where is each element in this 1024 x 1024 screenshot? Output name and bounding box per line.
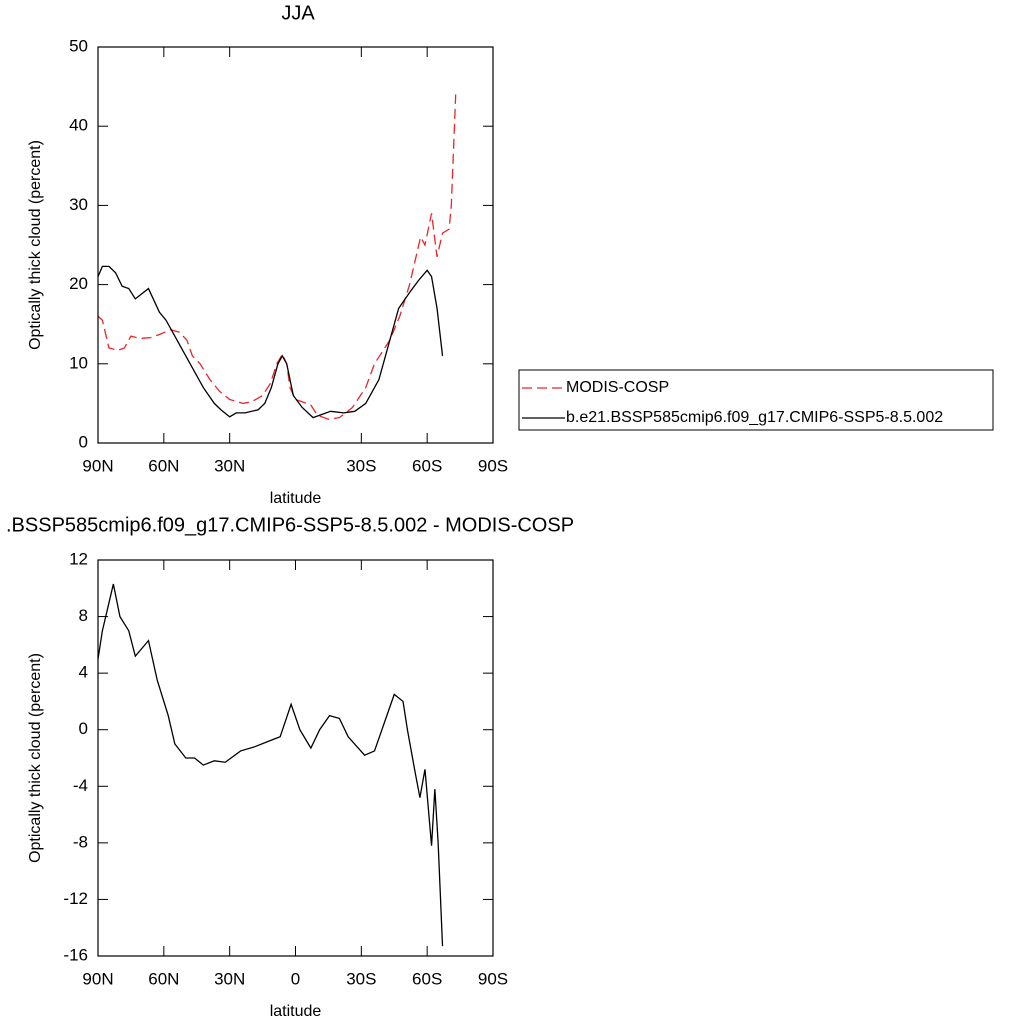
x-tick-label: 90N <box>82 456 113 475</box>
legend-label: b.e21.BSSP585cmip6.f09_g17.CMIP6-SSP5-8.… <box>566 409 943 426</box>
y-tick-label: 30 <box>69 195 88 214</box>
y-tick-label: -16 <box>63 945 88 964</box>
x-tick-label: 60S <box>412 969 442 988</box>
legend-label: MODIS-COSP <box>566 379 669 396</box>
y-tick-label: 12 <box>69 549 88 568</box>
chart-title: JJA <box>281 2 315 24</box>
x-tick-label: 90N <box>82 969 113 988</box>
y-tick-label: -8 <box>73 832 88 851</box>
x-tick-label: 30S <box>346 456 376 475</box>
y-tick-label: 20 <box>69 274 88 293</box>
x-tick-label: 30N <box>214 456 245 475</box>
x-tick-label: 0 <box>291 969 300 988</box>
data-line <box>97 583 444 947</box>
x-axis-label: latitude <box>270 490 322 507</box>
data-line <box>97 265 444 419</box>
x-axis-label: latitude <box>270 1003 322 1020</box>
y-axis-label: Optically thick cloud (percent) <box>27 140 44 350</box>
y-tick-label: 50 <box>69 36 88 55</box>
chart-title: .BSSP585cmip6.f09_g17.CMIP6-SSP5-8.5.002… <box>6 514 574 536</box>
plot-frame <box>97 46 494 444</box>
plot-frame <box>97 559 494 957</box>
y-tick-label: 0 <box>79 432 88 451</box>
x-tick-label: 60N <box>148 456 179 475</box>
y-tick-label: -4 <box>73 776 88 795</box>
y-tick-label: 8 <box>79 606 88 625</box>
x-tick-label: 60N <box>148 969 179 988</box>
y-tick-label: 0 <box>79 719 88 738</box>
x-tick-label: 90S <box>478 456 508 475</box>
legend-box <box>518 369 994 431</box>
x-tick-label: 60S <box>412 456 442 475</box>
x-tick-label: 30N <box>214 969 245 988</box>
y-tick-label: 40 <box>69 116 88 135</box>
y-tick-label: 4 <box>79 663 88 682</box>
data-line <box>97 94 457 420</box>
y-axis-label: Optically thick cloud (percent) <box>27 653 44 863</box>
x-tick-label: 90S <box>478 969 508 988</box>
x-tick-label: 30S <box>346 969 376 988</box>
y-tick-label: -12 <box>63 889 88 908</box>
y-tick-label: 10 <box>69 353 88 372</box>
